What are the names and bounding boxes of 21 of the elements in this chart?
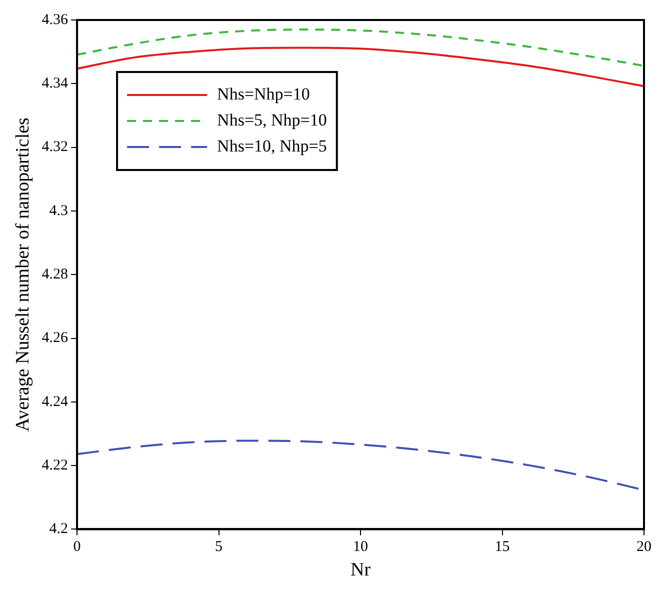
y-tick-label: 4.34: [42, 76, 69, 92]
y-tick-label: 4.24: [42, 394, 69, 410]
line-series: [77, 28, 644, 67]
y-tick-label: 4.36: [42, 12, 69, 28]
x-tick-label: 5: [215, 539, 223, 556]
y-tick-label: 4.28: [42, 266, 68, 283]
y-tick-label: 4.22: [42, 457, 68, 474]
line-series: [77, 46, 644, 88]
legend-label: Nhs=Nhp=10: [217, 84, 310, 104]
y-tick-label: 4.2: [49, 521, 68, 538]
legend-label: Nhs=10, Nhp=5: [217, 136, 327, 156]
x-tick-label: 10: [353, 539, 368, 556]
y-tick-label: 4.3: [49, 202, 68, 219]
y-tick-label: 4.32: [42, 139, 68, 156]
x-tick-label: 15: [494, 539, 510, 556]
y-axis-title: Average Nusselt number of nanoparticles: [12, 118, 34, 432]
y-tick-label: 4.26: [42, 330, 69, 346]
x-axis-title: Nr: [350, 560, 372, 581]
x-tick-label: 20: [636, 539, 652, 556]
x-tick-label: 0: [73, 539, 81, 556]
legend-label: Nhs=5, Nhp=10: [217, 110, 327, 130]
